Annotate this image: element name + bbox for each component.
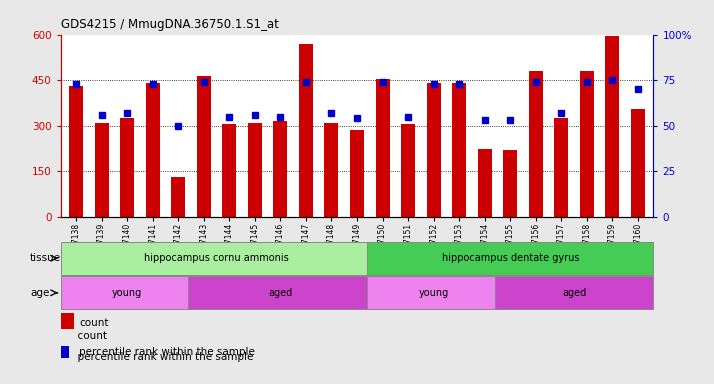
Bar [120, 118, 134, 217]
Bar [248, 123, 262, 217]
Bar [94, 123, 109, 217]
Bar [171, 177, 185, 217]
Text: young: young [112, 288, 142, 298]
Text: age: age [30, 288, 49, 298]
Bar [426, 83, 441, 217]
Bar [605, 36, 620, 217]
Bar [452, 83, 466, 217]
Bar [61, 313, 74, 329]
Bar [61, 276, 193, 309]
Text: percentile rank within the sample: percentile rank within the sample [71, 352, 253, 362]
Bar [146, 83, 160, 217]
Text: hippocampus dentate gyrus: hippocampus dentate gyrus [441, 253, 579, 263]
Text: percentile rank within the sample: percentile rank within the sample [79, 347, 255, 357]
Text: aged: aged [562, 288, 586, 298]
Text: hippocampus cornu ammonis: hippocampus cornu ammonis [144, 253, 289, 263]
Text: young: young [418, 288, 449, 298]
Bar [61, 346, 69, 358]
Bar [367, 276, 500, 309]
Text: aged: aged [268, 288, 293, 298]
Bar [529, 71, 543, 217]
Bar [188, 276, 372, 309]
Text: count: count [79, 318, 109, 328]
Bar [350, 130, 364, 217]
Bar [554, 118, 568, 217]
Bar [376, 79, 390, 217]
Bar [61, 242, 372, 275]
Bar [503, 150, 517, 217]
Text: tissue: tissue [30, 253, 61, 263]
Bar [580, 71, 594, 217]
Text: count: count [71, 331, 107, 341]
Bar [478, 149, 492, 217]
Bar [222, 124, 236, 217]
Bar [495, 276, 653, 309]
Text: GDS4215 / MmugDNA.36750.1.S1_at: GDS4215 / MmugDNA.36750.1.S1_at [61, 18, 278, 31]
Bar [631, 109, 645, 217]
Bar [197, 76, 211, 217]
Bar [69, 86, 83, 217]
Bar [401, 124, 415, 217]
Bar [367, 242, 653, 275]
Bar [324, 123, 338, 217]
Bar [299, 44, 313, 217]
Bar [273, 121, 288, 217]
